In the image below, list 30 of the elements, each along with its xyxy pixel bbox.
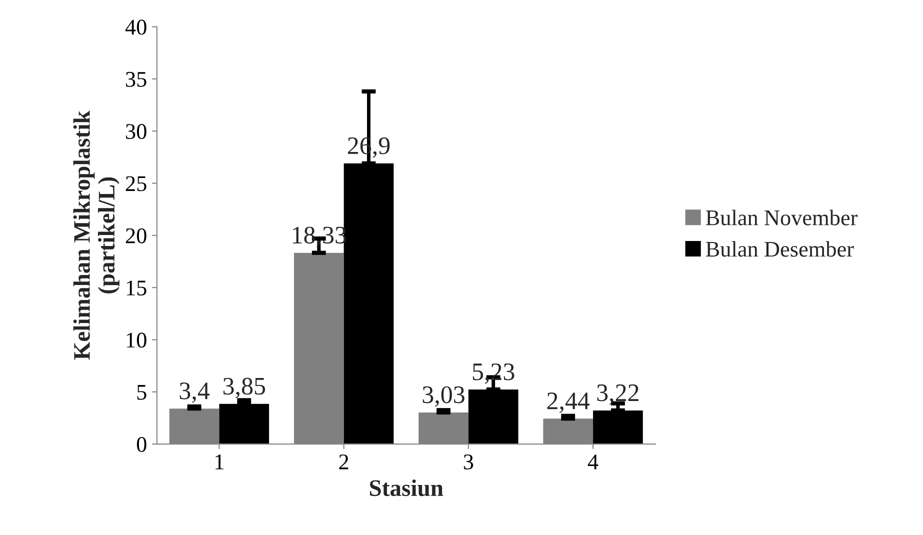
bar — [593, 410, 643, 444]
x-tick-label: 1 — [216, 454, 224, 470]
data-label: 3,22 — [597, 384, 638, 405]
bar — [468, 389, 518, 444]
x-tick-label: 2 — [339, 454, 348, 470]
y-tick-label: 25 — [126, 176, 146, 192]
data-label: 3,85 — [223, 378, 266, 398]
legend-label: Bulan Desember — [706, 241, 854, 257]
y-axis-title: Kelimahan Mikroplastik (partikel/L) — [73, 110, 120, 360]
x-tick-label: 3 — [464, 454, 474, 470]
y-tick-label: 15 — [126, 280, 146, 296]
data-label: 3,4 — [180, 382, 210, 403]
bar — [543, 418, 594, 444]
data-label: 3,03 — [422, 386, 464, 407]
data-label: 5,23 — [472, 363, 514, 384]
y-tick-label: 5 — [137, 385, 146, 400]
bar — [294, 252, 344, 444]
y-tick-label: 40 — [125, 20, 146, 35]
y-tick-label: 0 — [136, 436, 146, 452]
y-tick-label: 35 — [126, 72, 146, 87]
y-tick-label: 20 — [126, 228, 146, 244]
legend-label: Bulan November — [706, 210, 858, 226]
y-tick-label: 30 — [126, 124, 146, 140]
bar — [418, 412, 468, 444]
x-tick-label: 4 — [588, 454, 598, 470]
bar — [219, 404, 270, 444]
bar — [169, 408, 220, 444]
y-tick-label: 10 — [126, 332, 146, 348]
x-axis-title: Stasiun — [370, 479, 444, 496]
data-label: 2,44 — [547, 392, 590, 413]
